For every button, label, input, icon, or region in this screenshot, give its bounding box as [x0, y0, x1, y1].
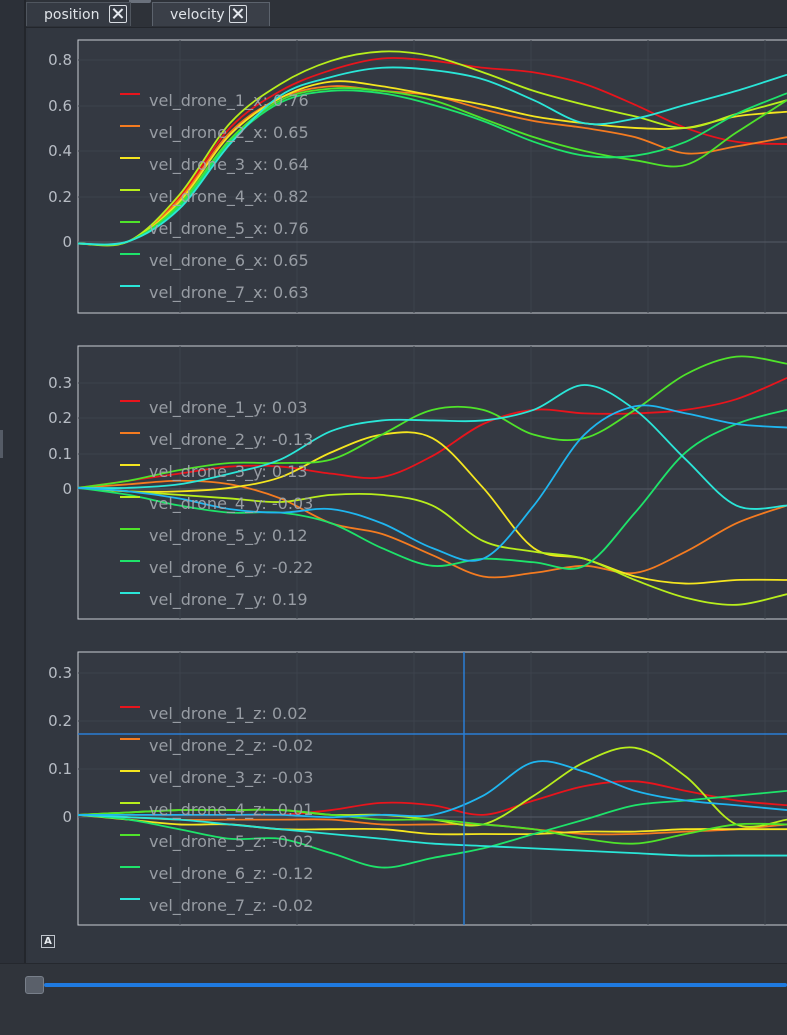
series-line — [77, 377, 787, 489]
series-line — [77, 813, 787, 836]
series-line — [77, 57, 787, 247]
y-tick-label: 0.2 — [48, 712, 72, 730]
splitter-handle[interactable] — [0, 430, 3, 458]
legend-entry: vel_drone_3_x: 0.64 — [149, 155, 309, 175]
series-line — [77, 384, 787, 510]
legend-entry: vel_drone_2_x: 0.65 — [149, 123, 309, 143]
y-tick-label: 0.1 — [48, 445, 72, 463]
series-line — [77, 89, 787, 246]
legend-entry: vel_drone_5_x: 0.76 — [149, 219, 309, 239]
close-icon[interactable] — [229, 5, 247, 23]
legend-entry: vel_drone_7_y: 0.19 — [149, 590, 308, 610]
left-panel-divider[interactable] — [24, 0, 26, 965]
y-tick-label: 0 — [62, 233, 72, 251]
legend-entry: vel_drone_6_z: -0.12 — [149, 864, 313, 884]
series-line — [77, 50, 787, 247]
y-tick-label: 0.8 — [48, 51, 72, 69]
series-line — [77, 80, 787, 246]
left-panel-edge — [0, 0, 24, 965]
legend-entry: vel_drone_4_y: -0.03 — [149, 494, 313, 514]
series-line — [77, 408, 787, 570]
y-tick-label: 0.3 — [48, 374, 72, 392]
series-line — [77, 87, 787, 246]
y-tick-label: 0.2 — [48, 409, 72, 427]
autoscale-icon[interactable]: A — [41, 935, 55, 948]
legend-entry: vel_drone_1_z: 0.02 — [149, 704, 308, 724]
legend-entry: vel_drone_4_x: 0.82 — [149, 187, 309, 207]
y-tick-label: 0.4 — [48, 142, 72, 160]
tab-label: position — [44, 7, 100, 23]
y-tick-label: 0 — [62, 480, 72, 498]
legend-entry: vel_drone_2_y: -0.13 — [149, 430, 313, 450]
time-slider-handle[interactable] — [25, 976, 44, 994]
legend-entry: vel_drone_6_x: 0.65 — [149, 251, 309, 271]
legend-entry: vel_drone_5_z: -0.02 — [149, 832, 313, 852]
tab-scroll-mark — [129, 0, 151, 3]
series-line — [77, 486, 787, 606]
series-line — [77, 431, 787, 585]
series-line — [77, 355, 787, 489]
series-line — [77, 789, 787, 869]
y-tick-label: 0.6 — [48, 97, 72, 115]
tab-velocity[interactable]: velocity — [152, 2, 270, 26]
legend-entry: vel_drone_6_y: -0.22 — [149, 558, 313, 578]
series-line — [77, 404, 787, 562]
series-line — [77, 813, 787, 857]
y-tick-label: 0.3 — [48, 664, 72, 682]
plot-frame — [77, 651, 787, 926]
plot-frame — [77, 39, 787, 314]
legend-entry: vel_drone_4_z: -0.01 — [149, 800, 313, 820]
close-icon[interactable] — [109, 5, 127, 23]
legend-entry: vel_drone_3_z: -0.03 — [149, 768, 313, 788]
series-line — [77, 808, 787, 845]
series-line — [77, 66, 787, 246]
time-slider-track[interactable] — [44, 983, 787, 987]
legend-entry: vel_drone_1_x: 0.76 — [149, 91, 309, 111]
legend-entry: vel_drone_7_z: -0.02 — [149, 896, 313, 916]
tab-position[interactable]: position — [26, 2, 131, 26]
legend-entry: vel_drone_1_y: 0.03 — [149, 398, 308, 418]
tab-label: velocity — [170, 7, 225, 23]
y-tick-label: 0.1 — [48, 760, 72, 778]
legend-entry: vel_drone_5_y: 0.12 — [149, 526, 308, 546]
legend-entry: vel_drone_7_x: 0.63 — [149, 283, 309, 303]
legend-entry: vel_drone_3_y: 0.13 — [149, 462, 308, 482]
legend-entry: vel_drone_2_z: -0.02 — [149, 736, 313, 756]
series-line — [77, 813, 787, 836]
plot-frame — [77, 345, 787, 620]
y-tick-label: 0.2 — [48, 188, 72, 206]
timeline-bar — [0, 963, 787, 1035]
series-line — [78, 760, 787, 819]
y-tick-label: 0 — [62, 808, 72, 826]
